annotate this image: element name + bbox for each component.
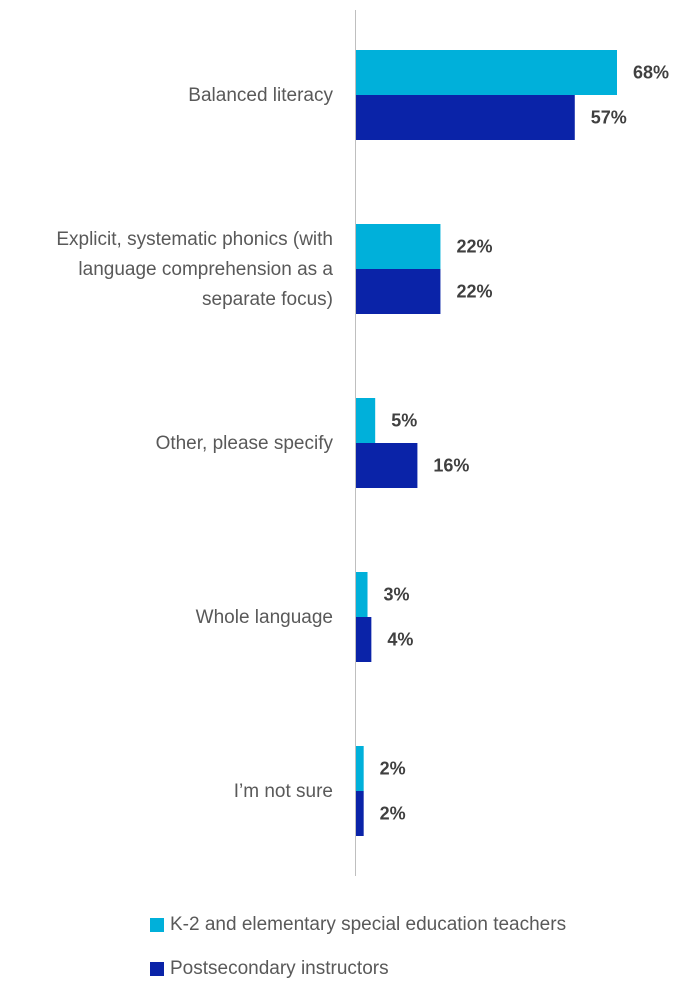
- data-label: 5%: [391, 411, 417, 431]
- category-label: Whole language: [196, 607, 333, 628]
- data-label: 4%: [387, 630, 413, 650]
- bar-series-2: [356, 443, 418, 488]
- category-label: Explicit, systematic phonics (with langua…: [56, 229, 333, 310]
- legend-label-series-1: K-2 and elementary special education tea…: [170, 914, 567, 935]
- data-label: 2%: [380, 804, 406, 824]
- bar-series-2: [356, 617, 372, 662]
- bar-series-2: [356, 791, 364, 836]
- bar-series-1: [356, 224, 441, 269]
- data-label: 16%: [433, 456, 469, 476]
- category-label: Other, please specify: [156, 433, 334, 454]
- legend-swatch-series-1: [150, 918, 164, 932]
- data-label: 57%: [591, 108, 627, 128]
- legend-label-series-2: Postsecondary instructors: [170, 958, 389, 979]
- bar-series-2: [356, 269, 441, 314]
- legend-item-series-2: Postsecondary instructors: [150, 958, 389, 980]
- category-label: I’m not sure: [234, 781, 333, 802]
- bar-series-2: [356, 95, 575, 140]
- data-label: 22%: [456, 282, 492, 302]
- bar-chart: Balanced literacy Explicit, systematic ph…: [56, 10, 669, 876]
- data-label: 3%: [384, 585, 410, 605]
- data-label: 68%: [633, 63, 669, 83]
- category-label: Balanced literacy: [188, 85, 333, 106]
- bar-series-1: [356, 398, 376, 443]
- data-label: 2%: [380, 759, 406, 779]
- bar-series-1: [356, 746, 364, 791]
- bar-series-1: [356, 572, 368, 617]
- data-label: 22%: [456, 237, 492, 257]
- legend-item-series-1: K-2 and elementary special education tea…: [150, 914, 566, 936]
- legend-swatch-series-2: [150, 962, 164, 976]
- bar-series-1: [356, 50, 617, 95]
